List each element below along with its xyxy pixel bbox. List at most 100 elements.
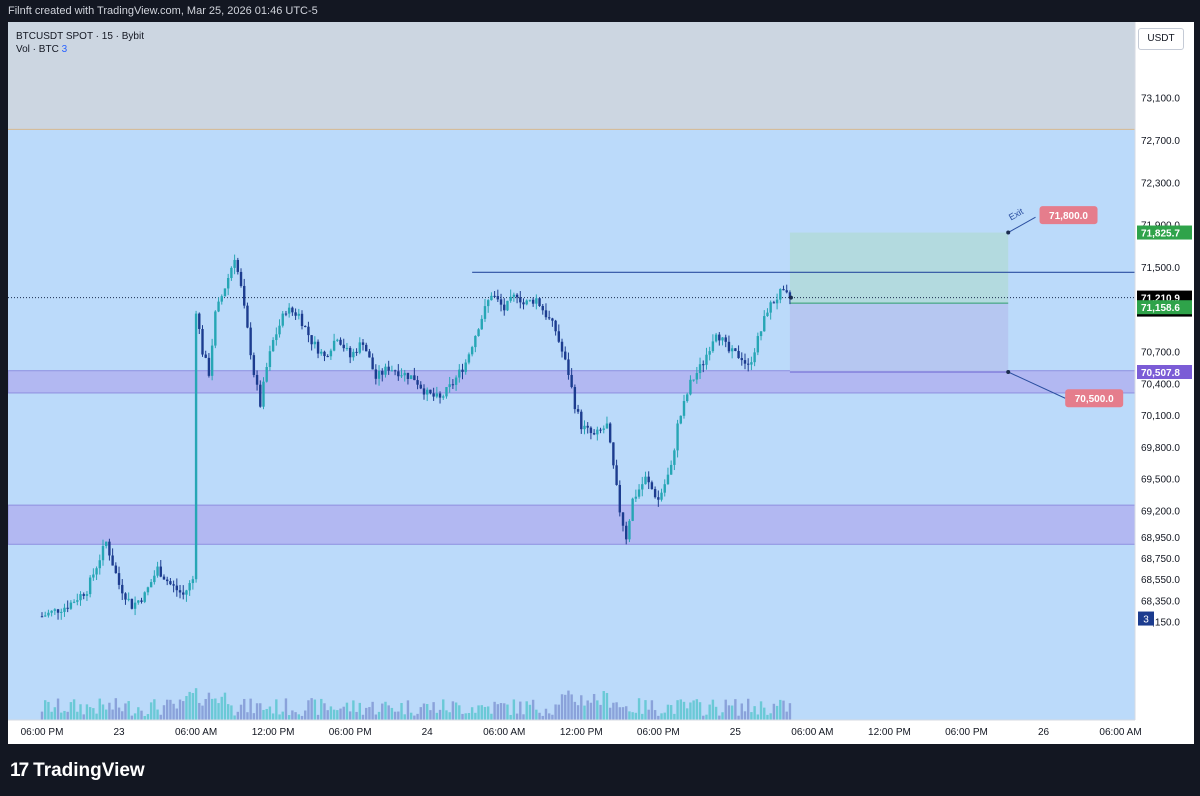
candle-body[interactable] [371, 357, 374, 370]
candle-body[interactable] [275, 334, 278, 341]
candle-body[interactable] [750, 362, 753, 365]
candle-body[interactable] [220, 296, 223, 302]
candle-body[interactable] [660, 492, 663, 500]
candle-body[interactable] [255, 374, 259, 385]
target-handle[interactable] [1006, 230, 1011, 235]
candle-body[interactable] [313, 341, 317, 345]
candle-body[interactable] [323, 351, 326, 357]
candle-body[interactable] [355, 351, 358, 353]
candle-body[interactable] [506, 300, 509, 311]
candle-body[interactable] [625, 525, 628, 540]
stop-price-label-bg[interactable] [1065, 389, 1124, 408]
candle-body[interactable] [69, 602, 73, 609]
candle-body[interactable] [535, 298, 538, 304]
candle-body[interactable] [316, 341, 320, 354]
candle-body[interactable] [650, 482, 654, 490]
candle-body[interactable] [236, 259, 240, 272]
candle-body[interactable] [188, 583, 191, 591]
candle-body[interactable] [98, 560, 101, 569]
candle-body[interactable] [339, 339, 342, 345]
candle-body[interactable] [210, 345, 214, 376]
candle-body[interactable] [724, 337, 727, 342]
candle-body[interactable] [60, 611, 63, 613]
candle-body[interactable] [246, 305, 249, 328]
candle-body[interactable] [88, 577, 92, 595]
candle-body[interactable] [291, 307, 294, 313]
candle-body[interactable] [178, 590, 182, 593]
candle-body[interactable] [451, 384, 455, 386]
candle-body[interactable] [772, 302, 776, 304]
candle-body[interactable] [307, 326, 310, 336]
candle-body[interactable] [252, 355, 256, 375]
candle-body[interactable] [522, 302, 525, 305]
candle-body[interactable] [686, 394, 689, 402]
candle-body[interactable] [528, 299, 532, 301]
candle-body[interactable] [50, 610, 53, 613]
candle-body[interactable] [336, 339, 339, 341]
candle-body[interactable] [788, 292, 792, 298]
candle-body[interactable] [201, 328, 204, 355]
candle-body[interactable] [226, 278, 230, 289]
candle-body[interactable] [551, 318, 554, 321]
candle-body[interactable] [464, 362, 467, 372]
candle-body[interactable] [85, 594, 89, 596]
candle-body[interactable] [605, 423, 609, 429]
candle-body[interactable] [435, 393, 439, 397]
candle-body[interactable] [381, 371, 384, 375]
candle-body[interactable] [358, 342, 361, 353]
candle-body[interactable] [406, 372, 410, 379]
candle-body[interactable] [278, 325, 281, 335]
candle-body[interactable] [653, 489, 657, 498]
candle-body[interactable] [159, 566, 162, 577]
candle-body[interactable] [297, 313, 300, 316]
candle-body[interactable] [496, 296, 500, 300]
candle-body[interactable] [673, 450, 676, 465]
legend-symbol[interactable]: BTCUSDT SPOT · 15 · Bybit [16, 31, 144, 42]
candle-body[interactable] [262, 381, 265, 407]
candle-body[interactable] [426, 389, 429, 395]
candle-body[interactable] [419, 384, 422, 389]
candle-body[interactable] [223, 288, 227, 297]
candle-body[interactable] [634, 496, 638, 499]
candle-body[interactable] [525, 300, 528, 305]
candle-body[interactable] [637, 489, 641, 497]
candle-body[interactable] [332, 340, 336, 351]
candle-body[interactable] [137, 600, 140, 603]
candle-body[interactable] [512, 294, 516, 297]
candle-body[interactable] [153, 575, 156, 583]
candle-body[interactable] [259, 384, 262, 407]
candle-body[interactable] [422, 388, 426, 395]
candle-body[interactable] [108, 541, 111, 556]
candle-body[interactable] [702, 364, 705, 366]
candle-body[interactable] [515, 294, 519, 298]
candle-body[interactable] [689, 379, 692, 395]
candle-body[interactable] [567, 359, 570, 375]
candle-body[interactable] [782, 289, 785, 291]
candle-body[interactable] [429, 389, 432, 394]
candle-body[interactable] [544, 310, 548, 318]
candle-body[interactable] [117, 573, 121, 585]
candle-body[interactable] [499, 299, 503, 305]
candle-body[interactable] [114, 565, 118, 574]
candle-body[interactable] [657, 497, 660, 500]
candle-body[interactable] [149, 582, 153, 588]
time-axis[interactable] [8, 720, 1135, 744]
candle-body[interactable] [618, 484, 621, 513]
candle-body[interactable] [753, 352, 756, 363]
candle-body[interactable] [592, 433, 596, 435]
candle-body[interactable] [95, 568, 98, 575]
candle-body[interactable] [570, 374, 573, 388]
candle-body[interactable] [233, 259, 236, 268]
candle-body[interactable] [621, 512, 625, 526]
candle-body[interactable] [44, 615, 47, 617]
candle-body[interactable] [669, 464, 673, 475]
candle-body[interactable] [483, 306, 487, 319]
candle-body[interactable] [740, 358, 743, 361]
candle-body[interactable] [737, 350, 740, 359]
candle-body[interactable] [763, 316, 766, 332]
candle-body[interactable] [204, 354, 207, 358]
legend-volume[interactable]: Vol · BTC 3 [16, 43, 144, 56]
candle-body[interactable] [82, 594, 85, 596]
candle-body[interactable] [377, 371, 381, 379]
candle-body[interactable] [124, 593, 127, 600]
